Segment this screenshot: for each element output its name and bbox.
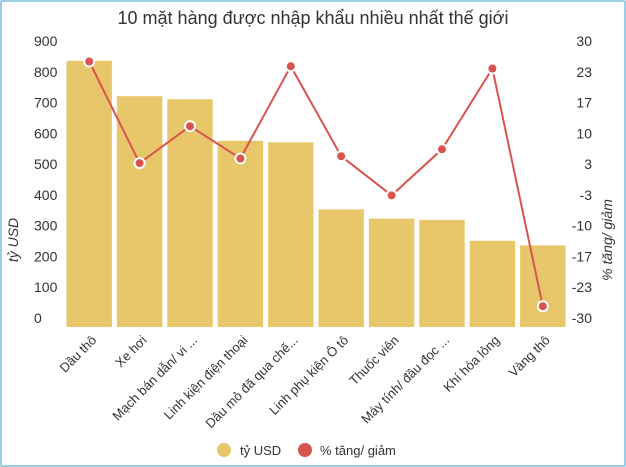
category-label: Mạch bán dẫn/ vi ... bbox=[109, 333, 200, 424]
y-left-tick-label: 700 bbox=[34, 95, 58, 111]
right-axis-ticks: -30 -23 -17 -10 -3 3 10 17 23 30 bbox=[572, 33, 592, 326]
y-right-tick-label: -10 bbox=[572, 218, 592, 234]
y-right-tick-label: 23 bbox=[576, 64, 592, 80]
category-label: Dầu mỏ đã qua chế... bbox=[202, 333, 301, 432]
y-axis-left-title: tỷ USD bbox=[5, 218, 21, 262]
bar bbox=[520, 245, 566, 327]
y-right-tick-label: -3 bbox=[580, 187, 593, 203]
y-left-tick-label: 200 bbox=[34, 248, 58, 264]
bar bbox=[368, 218, 415, 327]
legend-swatch-bars bbox=[217, 443, 231, 457]
line-path bbox=[88, 61, 544, 307]
y-right-tick-label: 30 bbox=[576, 33, 592, 49]
y-right-tick-label: 3 bbox=[584, 156, 592, 172]
line-point bbox=[486, 62, 499, 75]
legend-swatch-line bbox=[298, 443, 312, 457]
y-left-tick-label: 600 bbox=[34, 125, 58, 141]
category-label: Máy tính/ đầu đọc ... bbox=[358, 333, 452, 427]
category-label: Dầu thô bbox=[57, 333, 100, 376]
category-label: Linh kiện điện thoại bbox=[161, 332, 251, 422]
legend-label-line: % tăng/ giảm bbox=[320, 443, 396, 458]
bar bbox=[469, 240, 516, 327]
left-axis-ticks: 0 100 200 300 400 500 600 700 800 900 bbox=[34, 33, 58, 326]
legend-label-bars: tỷ USD bbox=[240, 443, 281, 458]
chart-title: 10 mặt hàng được nhập khẩu nhiều nhất th… bbox=[118, 8, 509, 28]
line-point bbox=[536, 300, 549, 313]
y-left-tick-label: 500 bbox=[34, 156, 58, 172]
line-point bbox=[133, 157, 146, 170]
y-right-tick-label: 10 bbox=[576, 125, 592, 141]
y-right-tick-label: -23 bbox=[572, 279, 592, 295]
line-point bbox=[385, 189, 398, 202]
y-right-tick-label: 17 bbox=[576, 95, 592, 111]
bar bbox=[318, 209, 364, 327]
y-left-tick-label: 100 bbox=[34, 279, 58, 295]
line-point bbox=[234, 152, 247, 165]
line-point bbox=[335, 150, 348, 163]
line-point bbox=[184, 120, 196, 133]
bar bbox=[167, 99, 213, 327]
line-series bbox=[83, 55, 549, 313]
bar bbox=[66, 60, 112, 328]
line-point bbox=[436, 143, 448, 156]
y-axis-right-title: % tăng/ giảm bbox=[599, 199, 615, 281]
y-right-tick-label: -30 bbox=[572, 310, 592, 326]
bar-series bbox=[66, 60, 566, 328]
line-point bbox=[83, 55, 96, 68]
y-left-tick-label: 0 bbox=[34, 310, 42, 326]
legend: tỷ USD % tăng/ giảm bbox=[217, 443, 396, 458]
y-left-tick-label: 300 bbox=[34, 218, 58, 234]
y-left-tick-label: 400 bbox=[34, 187, 58, 203]
category-label: Xe hơi bbox=[112, 332, 150, 370]
line-point bbox=[284, 60, 297, 73]
y-left-tick-label: 800 bbox=[34, 64, 58, 80]
y-right-tick-label: -17 bbox=[572, 248, 592, 264]
category-label: Vàng thô bbox=[506, 333, 553, 380]
bar bbox=[268, 142, 314, 327]
y-left-tick-label: 900 bbox=[34, 33, 58, 49]
bar bbox=[217, 140, 264, 327]
bar bbox=[419, 219, 465, 327]
